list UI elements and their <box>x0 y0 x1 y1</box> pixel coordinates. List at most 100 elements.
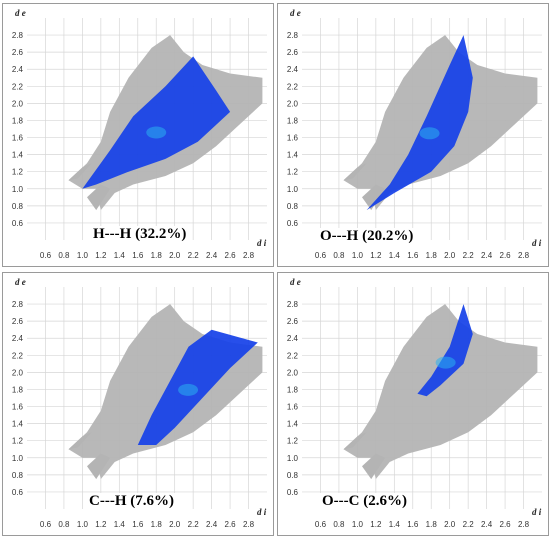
fingerprint-panel-hh: 0.6 0.8 1.0 1.2 1.4 1.6 1.8 2.0 2.2 2.4 2.6 2.8 0.6 0… <box>2 3 274 267</box>
y-tick-label: 0.6 <box>287 219 299 228</box>
y-tick-label: 2.4 <box>12 334 24 343</box>
x-tick-label: 1.4 <box>389 251 401 260</box>
y-tick-label: 1.6 <box>287 403 299 412</box>
y-axis-label: d e <box>290 277 301 287</box>
y-tick-label: 1.0 <box>12 454 24 463</box>
y-tick-label: 1.6 <box>287 134 299 143</box>
panel-caption-oc: O---C (2.6%) <box>320 493 409 510</box>
contact-region <box>417 304 473 397</box>
fingerprint-plot-oc: 0.6 0.8 1.0 1.2 1.4 1.6 1.8 2.0 2.2 2.4 2.6 2.8 0.6 0… <box>287 277 542 529</box>
y-axis-label: d e <box>15 8 26 18</box>
contact-region <box>137 329 258 445</box>
fingerprint-spike <box>68 432 92 450</box>
y-tick-label: 1.2 <box>12 168 24 177</box>
fingerprint-plot-oh: 0.6 0.8 1.0 1.2 1.4 1.6 1.8 2.0 2.2 2.4 2.6 2.8 0.6 0… <box>287 8 542 260</box>
fingerprint-spike <box>362 184 386 211</box>
y-tick-label: 1.6 <box>12 403 24 412</box>
x-tick-label: 0.6 <box>40 520 52 529</box>
y-tick-label: 2.8 <box>287 300 299 309</box>
x-tick-label: 1.8 <box>426 251 438 260</box>
y-tick-label: 2.2 <box>12 351 24 360</box>
x-tick-label: 2.6 <box>225 251 237 260</box>
fingerprint-plot-hh: 0.6 0.8 1.0 1.2 1.4 1.6 1.8 2.0 2.2 2.4 2.6 2.8 0.6 0… <box>12 8 267 260</box>
x-tick-label: 1.4 <box>389 520 401 529</box>
x-tick-label: 2.8 <box>243 520 255 529</box>
x-tick-label: 2.4 <box>206 251 218 260</box>
panel-caption-ch: C---H (7.6%) <box>87 493 176 510</box>
y-tick-label: 1.4 <box>12 420 24 429</box>
x-tick-label: 2.8 <box>518 520 530 529</box>
x-tick-label: 0.6 <box>40 251 52 260</box>
y-tick-label: 1.8 <box>287 116 299 125</box>
y-axis-label: d e <box>15 277 26 287</box>
x-tick-label: 1.0 <box>352 251 364 260</box>
x-tick-label: 1.6 <box>132 251 144 260</box>
x-tick-label: 0.6 <box>315 251 327 260</box>
contact-region <box>366 35 473 211</box>
y-tick-label: 1.2 <box>12 437 24 446</box>
y-tick-label: 2.4 <box>287 334 299 343</box>
x-tick-label: 0.8 <box>58 251 70 260</box>
x-tick-label: 1.8 <box>151 251 163 260</box>
x-tick-label: 1.8 <box>151 520 163 529</box>
x-tick-label: 2.2 <box>463 520 475 529</box>
y-tick-label: 2.6 <box>12 48 24 57</box>
x-tick-label: 2.4 <box>481 520 493 529</box>
panel-caption-oh: O---H (20.2%) <box>318 228 416 245</box>
x-axis-label: d i <box>532 507 542 517</box>
y-tick-label: 0.6 <box>12 488 24 497</box>
y-tick-label: 2.4 <box>287 65 299 74</box>
y-tick-label: 2.6 <box>12 317 24 326</box>
x-tick-label: 1.2 <box>370 520 382 529</box>
contact-core <box>178 383 199 396</box>
fingerprint-spike <box>87 184 111 211</box>
y-tick-label: 0.8 <box>287 202 299 211</box>
contact-core <box>435 356 456 369</box>
x-tick-label: 1.0 <box>77 520 89 529</box>
y-tick-label: 0.6 <box>287 488 299 497</box>
y-tick-label: 2.8 <box>12 31 24 40</box>
x-tick-label: 2.0 <box>169 251 181 260</box>
panel-caption-hh: H---H (32.2%) <box>91 226 189 243</box>
y-tick-label: 1.4 <box>287 420 299 429</box>
x-tick-label: 1.6 <box>407 520 419 529</box>
y-tick-label: 2.0 <box>12 368 24 377</box>
x-axis-label: d i <box>257 507 267 517</box>
x-tick-label: 1.6 <box>407 251 419 260</box>
y-tick-label: 2.2 <box>287 82 299 91</box>
x-tick-label: 2.8 <box>518 251 530 260</box>
y-tick-label: 0.8 <box>12 471 24 480</box>
fingerprint-spike <box>362 453 386 480</box>
x-tick-label: 2.6 <box>500 251 512 260</box>
x-axis-label: d i <box>257 238 267 248</box>
x-tick-label: 2.6 <box>500 520 512 529</box>
y-tick-label: 1.2 <box>287 168 299 177</box>
fingerprint-spike <box>343 432 367 450</box>
x-tick-label: 2.2 <box>188 520 200 529</box>
x-tick-label: 0.6 <box>315 520 327 529</box>
x-tick-label: 0.8 <box>58 520 70 529</box>
y-tick-label: 1.4 <box>12 151 24 160</box>
y-tick-label: 0.8 <box>12 202 24 211</box>
x-tick-label: 1.0 <box>77 251 89 260</box>
x-tick-label: 1.2 <box>95 520 107 529</box>
x-tick-label: 2.6 <box>225 520 237 529</box>
y-tick-label: 0.8 <box>287 471 299 480</box>
x-tick-label: 2.0 <box>169 520 181 529</box>
x-tick-label: 2.2 <box>463 251 475 260</box>
x-tick-label: 0.8 <box>333 251 345 260</box>
y-tick-label: 2.0 <box>287 99 299 108</box>
y-tick-label: 1.0 <box>287 185 299 194</box>
y-tick-label: 1.0 <box>287 454 299 463</box>
contact-core <box>419 127 440 140</box>
fingerprint-plot-ch: 0.6 0.8 1.0 1.2 1.4 1.6 1.8 2.0 2.2 2.4 2.6 2.8 0.6 0… <box>12 277 267 529</box>
y-tick-label: 1.8 <box>12 385 24 394</box>
x-tick-label: 2.4 <box>206 520 218 529</box>
y-tick-label: 2.2 <box>12 82 24 91</box>
fingerprint-panel-oc: 0.6 0.8 1.0 1.2 1.4 1.6 1.8 2.0 2.2 2.4 2.6 2.8 0.6 0… <box>277 272 549 536</box>
fingerprint-spike <box>68 163 92 181</box>
fingerprint-spike <box>343 163 367 181</box>
y-tick-label: 1.6 <box>12 134 24 143</box>
y-tick-label: 2.6 <box>287 317 299 326</box>
x-tick-label: 1.4 <box>114 251 126 260</box>
